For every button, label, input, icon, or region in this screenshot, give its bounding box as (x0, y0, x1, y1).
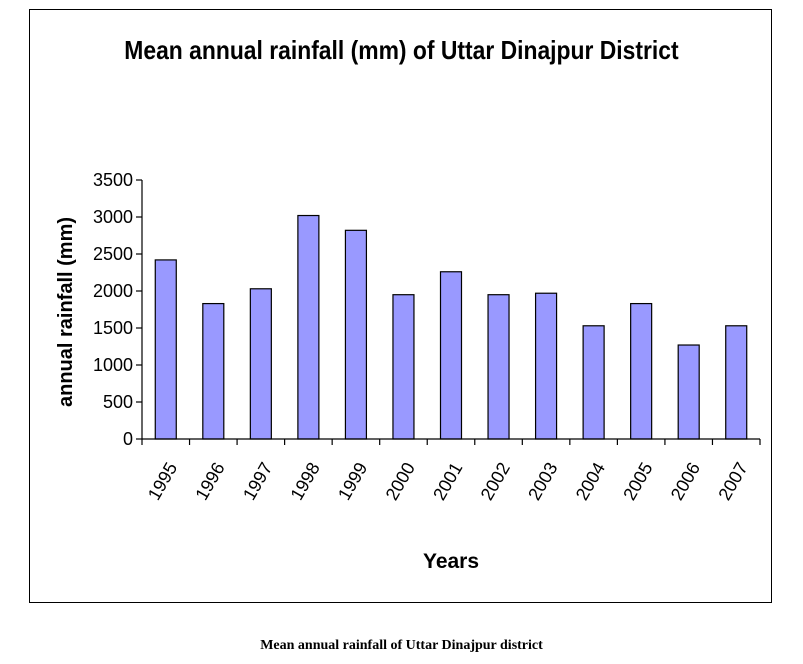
x-tick-label: 2001 (429, 459, 466, 504)
x-tick-label: 2005 (619, 459, 656, 504)
bar-2002 (487, 294, 510, 440)
x-tick-label: 1995 (144, 459, 181, 504)
y-tick-label: 1000 (93, 355, 133, 375)
bar-1998 (297, 214, 320, 440)
y-tick-label: 3500 (93, 170, 133, 190)
y-tick-label: 2500 (93, 244, 133, 264)
bar-2006 (677, 344, 700, 440)
x-tick-label: 2002 (477, 459, 514, 504)
x-tick-label: 1996 (191, 459, 228, 504)
bar-1999 (344, 229, 368, 440)
x-tick-label: 2000 (382, 459, 419, 504)
y-tick-label: 2000 (93, 281, 133, 301)
bar-1997 (249, 288, 272, 440)
x-tick-label: 2004 (572, 459, 609, 504)
x-tick-label: 2007 (714, 459, 751, 504)
y-tick-label: 3000 (93, 207, 133, 227)
x-tick-label: 1998 (287, 459, 324, 504)
bar-1995 (154, 259, 177, 440)
figure-caption: Mean annual rainfall of Uttar Dinajpur d… (260, 638, 543, 653)
chart-title: Mean annual rainfall (mm) of Uttar Dinaj… (124, 35, 679, 65)
bar-2003 (534, 292, 558, 440)
bar-2004 (582, 325, 605, 440)
x-axis-label: Years (423, 550, 479, 573)
bar-2007 (725, 325, 748, 440)
bar-2001 (439, 271, 463, 440)
y-tick-label: 1500 (93, 318, 133, 338)
x-tick-label: 2006 (667, 459, 704, 504)
x-tick-label: 2003 (524, 459, 561, 504)
bar-1996 (202, 302, 225, 440)
y-tick-label: 500 (103, 392, 133, 412)
x-tick-label: 1999 (334, 459, 371, 504)
y-tick-label: 0 (123, 429, 133, 449)
bar-2005 (630, 302, 653, 440)
x-tick-label: 1997 (239, 459, 276, 504)
y-axis-label: annual rainfall (mm) (55, 217, 77, 407)
bar-2000 (392, 294, 415, 440)
